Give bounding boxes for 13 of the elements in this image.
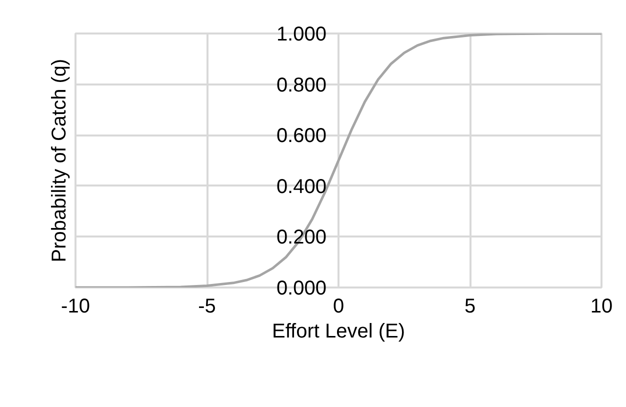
x-axis-title: Effort Level (E) (272, 320, 406, 342)
y-axis-title: Probability of Catch (q) (48, 58, 70, 262)
y-tick-label: 0.800 (276, 74, 327, 96)
x-tick-label: 5 (464, 296, 476, 318)
y-tick-label: 0.000 (276, 278, 327, 300)
y-tick-label: 0.600 (276, 125, 327, 148)
y-tick-label: 1.000 (276, 24, 327, 46)
x-tick-label: 10 (590, 296, 613, 318)
y-tick-label: 0.400 (276, 176, 327, 198)
x-tick-label: -5 (198, 296, 216, 318)
x-tick-label: -10 (61, 296, 90, 318)
y-tick-label: 0.200 (276, 226, 327, 249)
x-tick-label: 0 (332, 296, 344, 318)
